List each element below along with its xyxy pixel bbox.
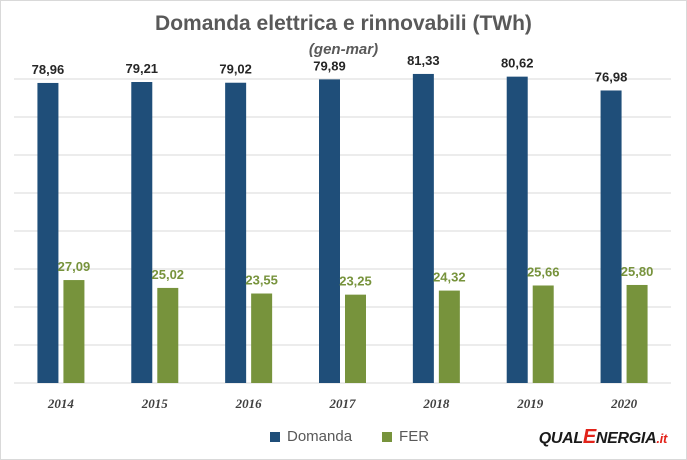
bar-fer-2014 — [63, 280, 85, 383]
data-label-fer-2014: 27,09 — [58, 259, 91, 274]
bar-fer-2020 — [626, 284, 648, 383]
x-tick-label-2015: 2015 — [141, 396, 169, 411]
bar-fer-2018 — [438, 290, 460, 383]
data-label-fer-2018: 24,32 — [433, 270, 466, 285]
data-label-fer-2017: 23,25 — [339, 274, 372, 289]
legend-item-fer: FER — [382, 428, 429, 445]
x-tick-labels: 2014 2015 2016 2017 2018 2019 2020 — [47, 396, 638, 411]
bar-domanda-2018 — [412, 73, 434, 384]
data-label-fer-2015: 25,02 — [152, 267, 185, 282]
x-tick-label-2017: 2017 — [329, 396, 357, 411]
bar-domanda-2020 — [600, 90, 622, 383]
bar-domanda-2017 — [319, 79, 340, 383]
legend-swatch-fer — [382, 431, 393, 442]
data-label-domanda-2014: 78,96 — [32, 62, 65, 77]
chart-subtitle: (gen-mar) — [308, 41, 379, 58]
logo-part-e: E — [582, 426, 596, 448]
logo-part-nergia: NERGIA — [595, 430, 657, 447]
bars — [37, 73, 648, 384]
qualenergia-logo: QUALENERGIA.it — [538, 426, 668, 449]
gridlines — [14, 78, 671, 384]
data-label-domanda-2016: 79,02 — [219, 62, 252, 77]
data-labels: 78,96 27,09 79,21 25,02 79,02 23,55 79,89 23,25… — [32, 53, 654, 289]
legend-label-fer: FER — [399, 428, 430, 445]
bar-fer-2019 — [532, 285, 554, 383]
data-label-fer-2016: 23,55 — [245, 273, 278, 288]
logo-part-it: .it — [656, 431, 667, 446]
data-label-fer-2020: 25,80 — [621, 264, 654, 279]
x-tick-label-2019: 2019 — [516, 396, 544, 411]
data-label-domanda-2018: 81,33 — [407, 53, 440, 68]
data-label-domanda-2017: 79,89 — [313, 58, 346, 73]
data-label-fer-2019: 25,66 — [527, 264, 560, 279]
x-tick-label-2016: 2016 — [235, 396, 263, 411]
legend-swatch-domanda — [270, 431, 280, 442]
bar-domanda-2015 — [131, 82, 153, 383]
bar-fer-2017 — [345, 294, 366, 383]
data-label-domanda-2015: 79,21 — [126, 61, 159, 76]
logo-part-qual: QUAL — [538, 430, 583, 447]
legend: Domanda FER — [270, 428, 429, 445]
data-label-domanda-2019: 80,62 — [501, 56, 534, 71]
bar-domanda-2014 — [37, 82, 59, 384]
bar-domanda-2016 — [225, 82, 247, 383]
x-tick-label-2018: 2018 — [422, 396, 450, 411]
x-tick-label-2020: 2020 — [610, 396, 638, 411]
chart-title: Domanda elettrica e rinnovabili (TWh) — [155, 12, 532, 35]
legend-item-domanda: Domanda — [270, 428, 352, 445]
bar-fer-2016 — [251, 293, 273, 383]
bar-fer-2015 — [157, 287, 179, 383]
data-label-domanda-2020: 76,98 — [595, 69, 628, 84]
bar-domanda-2019 — [506, 76, 528, 384]
x-tick-label-2014: 2014 — [47, 396, 75, 411]
legend-label-domanda: Domanda — [287, 428, 353, 445]
